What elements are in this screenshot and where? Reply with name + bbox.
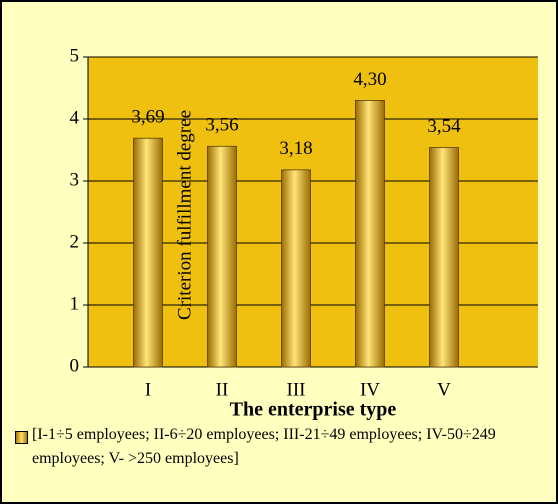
data-label: 3,56 — [205, 115, 238, 136]
data-label: 3,69 — [131, 107, 164, 128]
x-axis-label: The enterprise type — [230, 399, 397, 421]
x-tick-label: II — [216, 379, 229, 400]
bar — [281, 169, 311, 368]
y-tick-label: 0 — [70, 355, 80, 376]
y-axis-label: Criterion fulfillment degree — [174, 110, 195, 320]
legend-text: [I-1÷5 employees; II-6÷20 employees; III… — [32, 426, 496, 467]
y-tick-label: 4 — [70, 107, 80, 128]
x-tick-label: III — [287, 379, 306, 400]
data-label: 3,54 — [427, 116, 461, 137]
plot-area — [88, 57, 538, 367]
y-tick-label: 5 — [70, 45, 80, 66]
x-tick-label: V — [437, 379, 451, 400]
y-tick-label: 3 — [70, 169, 80, 190]
data-label: 3,18 — [279, 138, 312, 159]
y-tick-label: 1 — [70, 293, 80, 314]
bar — [133, 137, 163, 368]
bar — [429, 147, 459, 368]
x-tick-label: IV — [360, 379, 380, 400]
bar — [355, 100, 385, 368]
y-tick-label: 2 — [70, 231, 80, 252]
x-tick-label: I — [145, 379, 151, 400]
legend-key — [15, 431, 28, 444]
bar — [207, 145, 237, 368]
data-label: 4,30 — [353, 69, 386, 90]
